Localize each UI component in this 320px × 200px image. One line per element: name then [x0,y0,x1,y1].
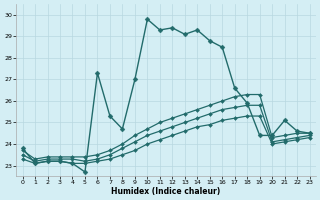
X-axis label: Humidex (Indice chaleur): Humidex (Indice chaleur) [111,187,221,196]
